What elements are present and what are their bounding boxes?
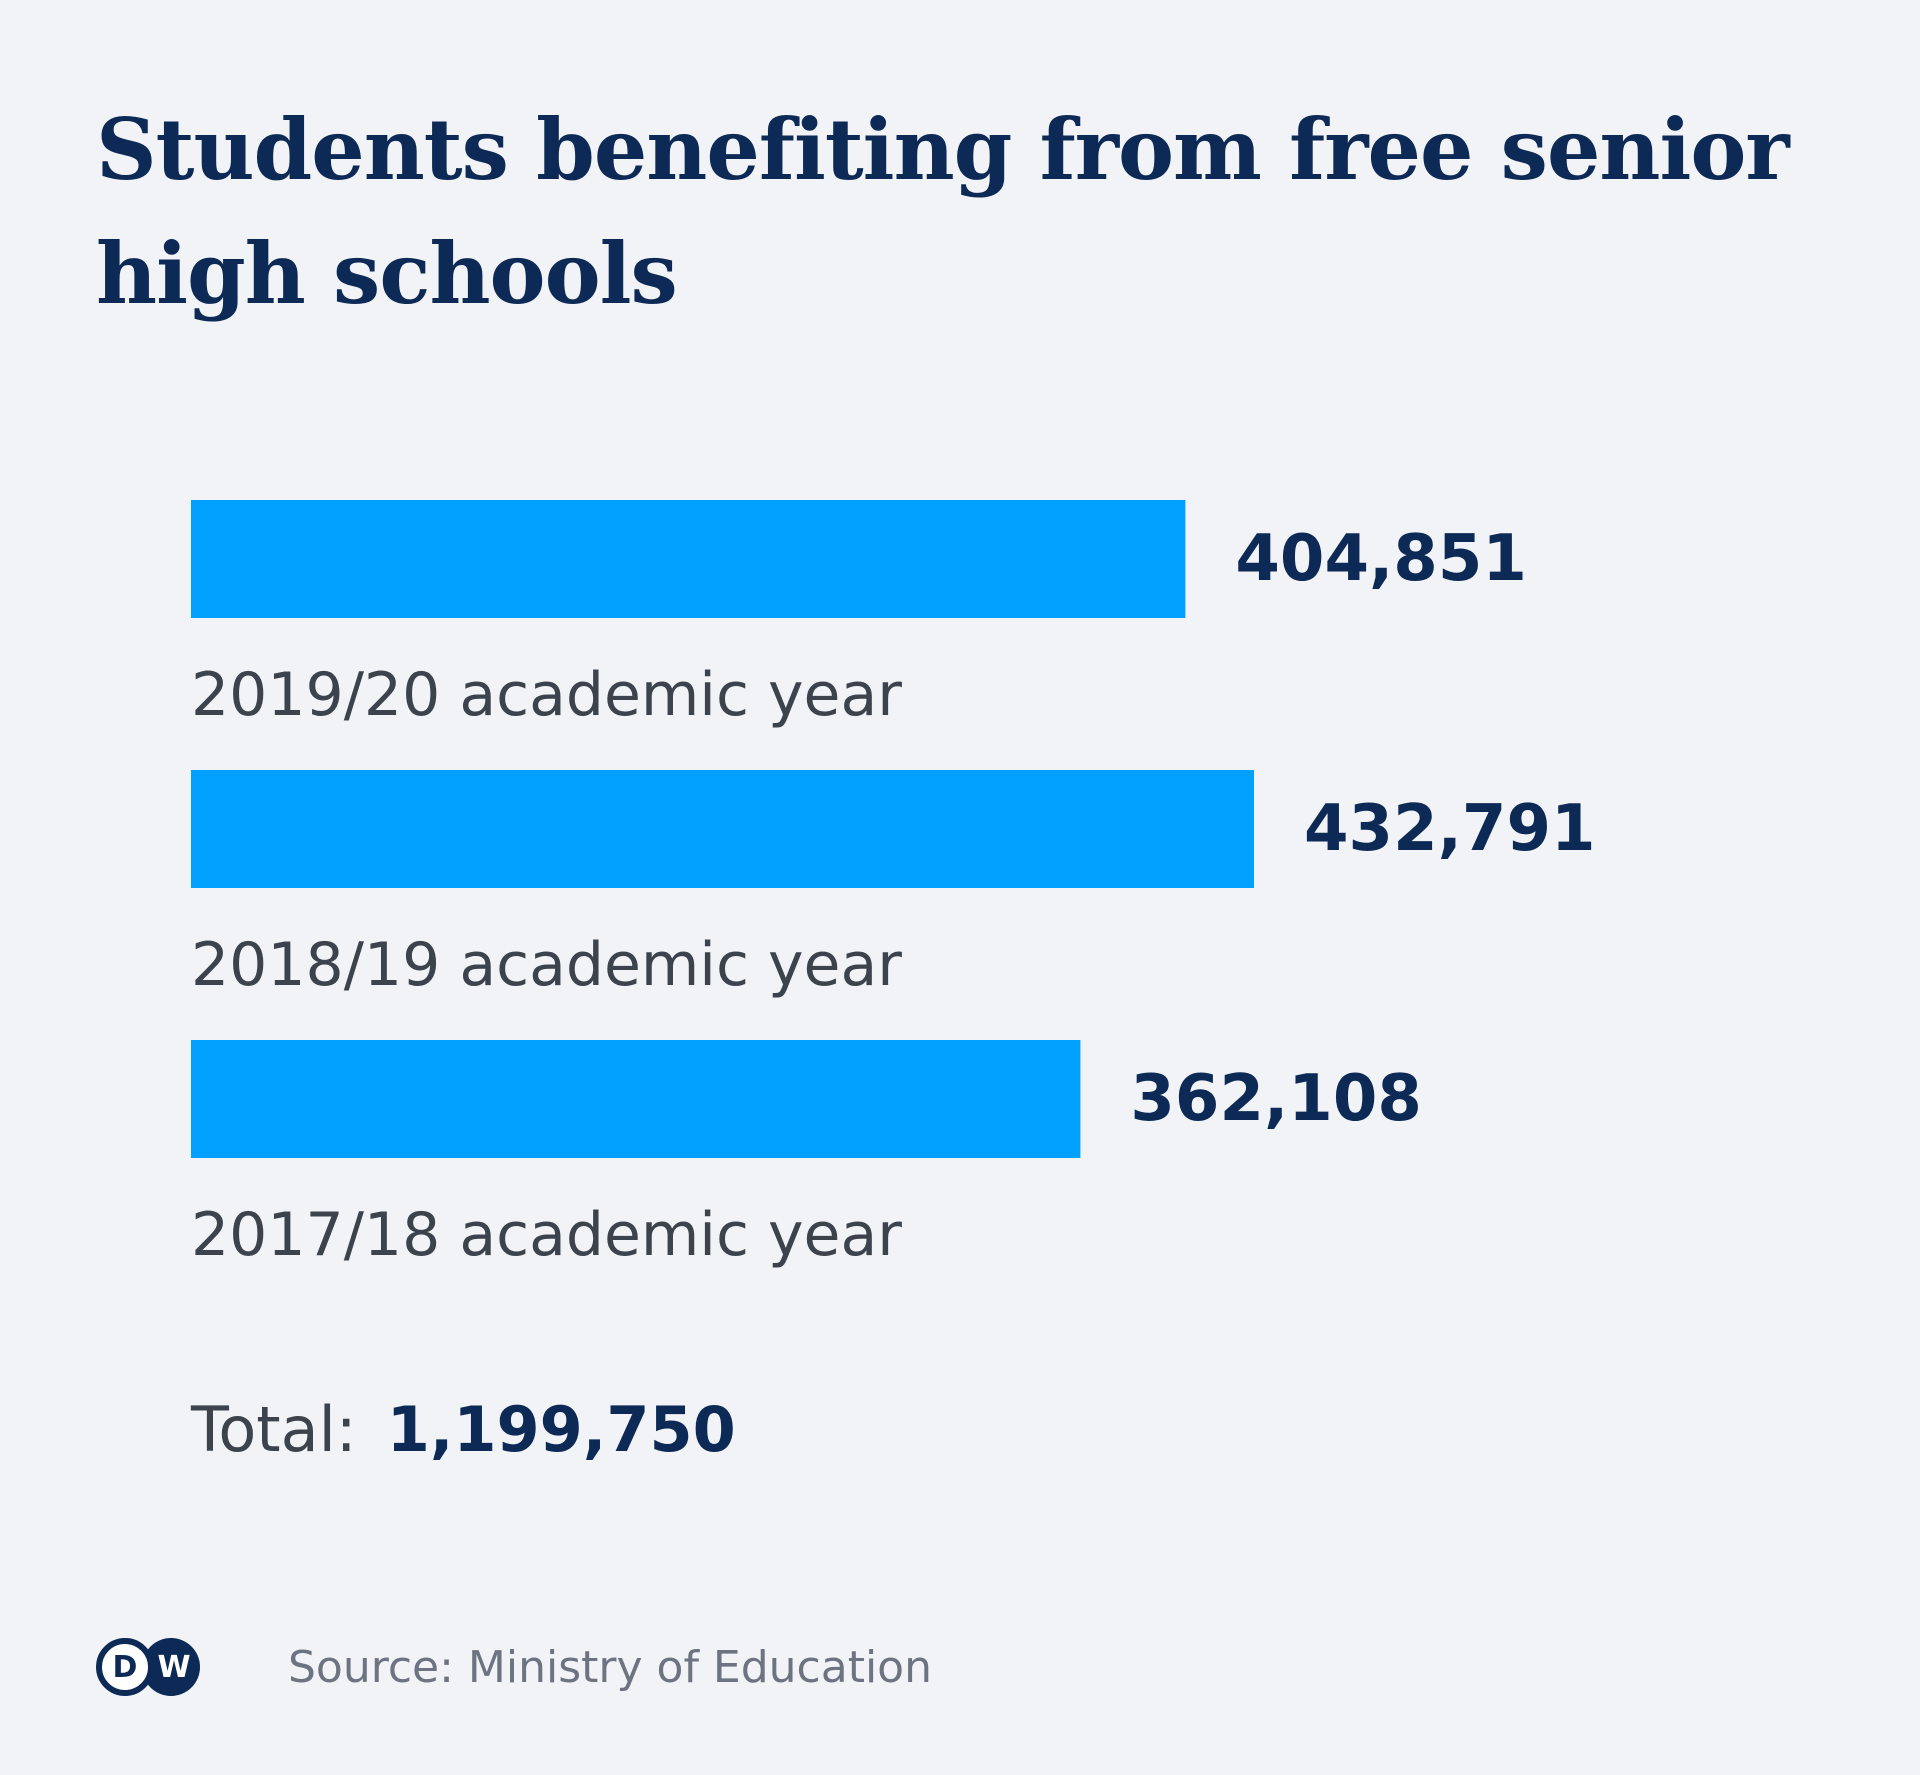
dw-logo: D W xyxy=(96,1638,200,1696)
category-label-1: 2019/20 academic year xyxy=(191,660,902,730)
source-note: Source: Ministry of Education xyxy=(288,1641,932,1693)
footer: D W Source: Ministry of Education xyxy=(96,1632,932,1702)
bar-1 xyxy=(191,500,1186,618)
total-label: Total: xyxy=(191,1393,357,1466)
chart-title: Students benefiting from free senior hig… xyxy=(96,100,1790,323)
bar-value-label-3: 362,108 xyxy=(1130,1062,1422,1136)
bar-2 xyxy=(191,770,1254,888)
total-summary: Total: 1,199,750 xyxy=(191,1390,736,1470)
bar-3 xyxy=(191,1040,1081,1158)
total-value: 1,199,750 xyxy=(386,1393,736,1466)
bar-value-label-1: 404,851 xyxy=(1235,522,1527,596)
category-label-3: 2017/18 academic year xyxy=(191,1200,902,1270)
bar-value-label-2: 432,791 xyxy=(1304,792,1596,866)
category-label-2: 2018/19 academic year xyxy=(191,930,902,1000)
dw-logo-d: D xyxy=(96,1638,154,1696)
